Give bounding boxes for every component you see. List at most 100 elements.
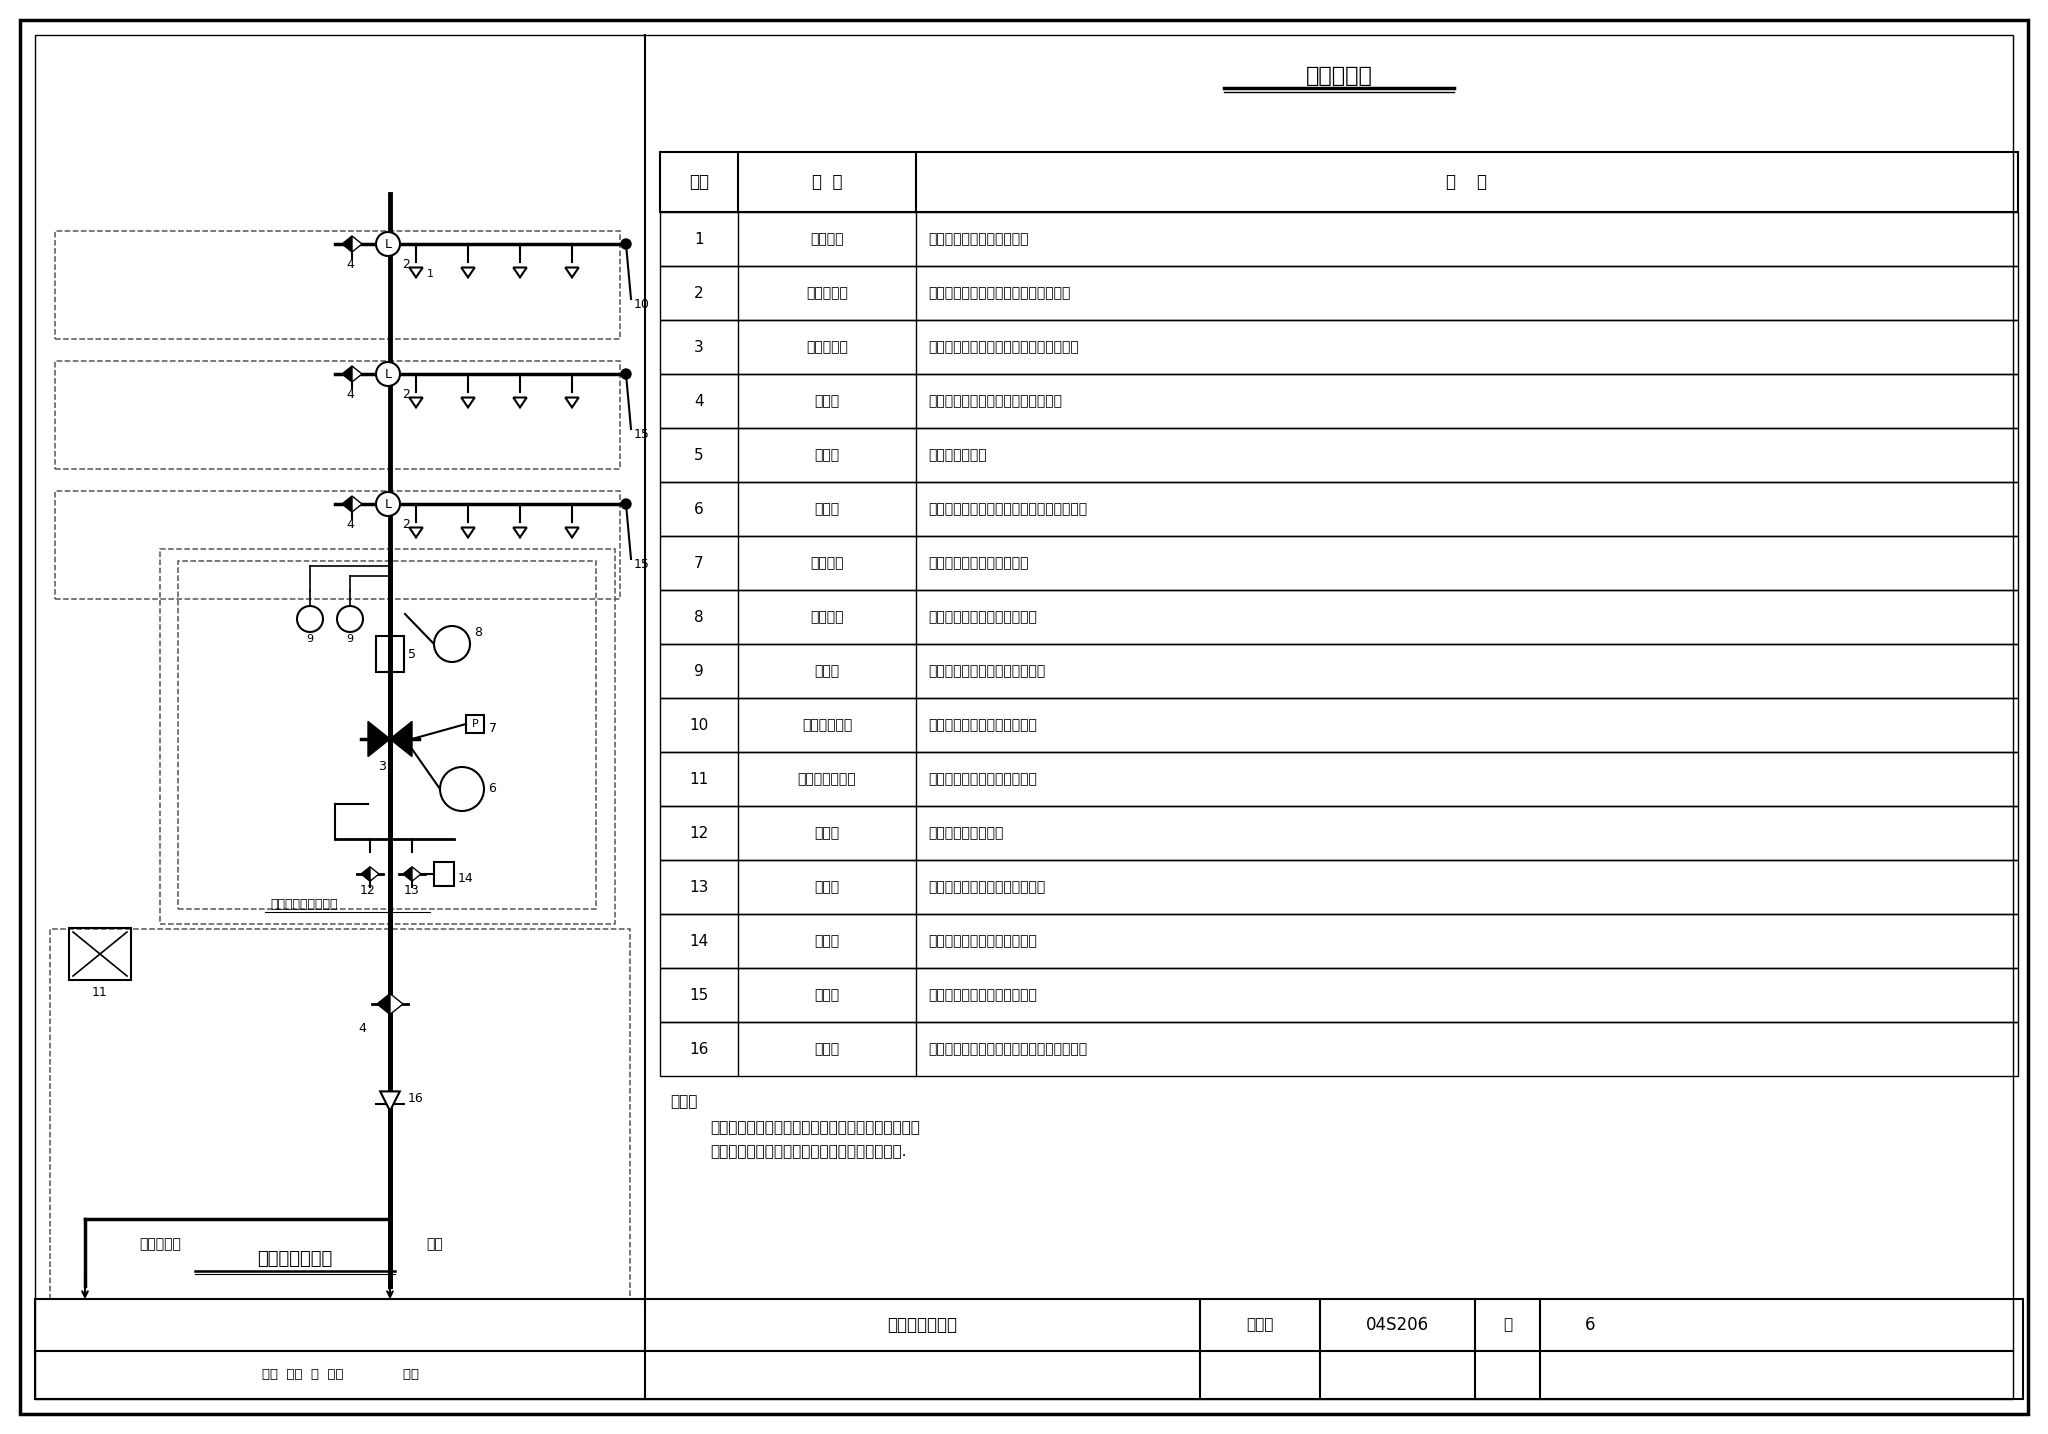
Polygon shape xyxy=(514,268,526,277)
Text: 2: 2 xyxy=(401,519,410,532)
Text: 4: 4 xyxy=(694,393,705,409)
Polygon shape xyxy=(410,397,422,407)
Text: 报警阀开启时，发出音响信号: 报警阀开启时，发出音响信号 xyxy=(928,609,1036,624)
Bar xyxy=(55,490,621,599)
Text: 3: 3 xyxy=(379,760,385,773)
Text: 泄水阀: 泄水阀 xyxy=(815,826,840,840)
Text: 说明：: 说明： xyxy=(670,1094,698,1110)
Text: 2: 2 xyxy=(401,258,410,271)
Text: 止回阀: 止回阀 xyxy=(815,1043,840,1055)
Polygon shape xyxy=(352,366,362,381)
Bar xyxy=(659,374,2017,427)
Text: 系统检修时排空放水: 系统检修时排空放水 xyxy=(928,826,1004,840)
Bar xyxy=(659,482,2017,536)
Bar xyxy=(467,716,483,733)
Polygon shape xyxy=(389,721,412,757)
Polygon shape xyxy=(461,397,475,407)
Polygon shape xyxy=(565,268,580,277)
Text: 与此有所不同，但应满足报警阀的基本功能要求.: 与此有所不同，但应满足报警阀的基本功能要求. xyxy=(711,1144,907,1160)
Text: 7: 7 xyxy=(694,555,705,571)
Polygon shape xyxy=(342,366,352,381)
Text: 11: 11 xyxy=(690,771,709,786)
Text: P: P xyxy=(471,718,479,728)
Text: 4: 4 xyxy=(346,389,354,402)
Text: 供水控制阀，阀门关闭时输出电信号: 供水控制阀，阀门关闭时输出电信号 xyxy=(928,394,1063,409)
Polygon shape xyxy=(565,528,580,538)
Text: 审核  乙仿  组  校对              设计: 审核 乙仿 组 校对 设计 xyxy=(262,1368,418,1381)
Circle shape xyxy=(297,607,324,632)
Bar xyxy=(659,1022,2017,1076)
Polygon shape xyxy=(360,866,371,882)
Bar xyxy=(35,1299,2023,1400)
Text: 试验报警阀功能及警铃报警功能: 试验报警阀功能及警铃报警功能 xyxy=(928,880,1044,893)
Text: 延迟报警时间，克服水压变化引起的误报警: 延迟报警时间，克服水压变化引起的误报警 xyxy=(928,502,1087,516)
Text: 12: 12 xyxy=(690,826,709,840)
Text: 信号阀: 信号阀 xyxy=(815,394,840,409)
Text: 火灾报警控制器: 火灾报警控制器 xyxy=(797,771,856,786)
Text: 9: 9 xyxy=(346,634,354,644)
Text: L: L xyxy=(385,367,391,380)
Polygon shape xyxy=(410,268,422,277)
Polygon shape xyxy=(461,528,475,538)
Text: 8: 8 xyxy=(473,625,481,638)
Bar xyxy=(659,536,2017,589)
Text: 试验阀: 试验阀 xyxy=(815,880,840,893)
Text: 湿式系统示意图: 湿式系统示意图 xyxy=(258,1250,332,1268)
Text: 4: 4 xyxy=(346,519,354,532)
Polygon shape xyxy=(369,721,389,757)
Text: 压力表: 压力表 xyxy=(815,664,840,678)
Text: 3: 3 xyxy=(694,340,705,354)
Text: 4: 4 xyxy=(358,1021,367,1034)
Text: 11: 11 xyxy=(92,985,109,998)
Text: 4: 4 xyxy=(346,258,354,271)
Circle shape xyxy=(440,767,483,812)
Text: 水力警铃: 水力警铃 xyxy=(811,609,844,624)
Circle shape xyxy=(377,232,399,257)
Polygon shape xyxy=(352,237,362,252)
Text: 编号: 编号 xyxy=(688,174,709,191)
Text: 报警阀开启时，发出电信号: 报警阀开启时，发出电信号 xyxy=(928,556,1028,569)
Bar xyxy=(377,637,403,673)
Text: 注：框内为报警阀组: 注：框内为报警阀组 xyxy=(270,898,338,911)
Text: L: L xyxy=(385,238,391,251)
Bar xyxy=(659,806,2017,860)
Text: 1: 1 xyxy=(694,231,705,247)
Polygon shape xyxy=(565,397,580,407)
Polygon shape xyxy=(381,1091,399,1111)
Polygon shape xyxy=(514,528,526,538)
Text: 2: 2 xyxy=(401,389,410,402)
Text: 8: 8 xyxy=(694,609,705,624)
Text: 分别显示报警阀上、下游的水压: 分别显示报警阀上、下游的水压 xyxy=(928,664,1044,678)
Text: 湿式系统示意图: 湿式系统示意图 xyxy=(887,1316,958,1334)
Text: 延迟器: 延迟器 xyxy=(815,502,840,516)
Bar xyxy=(49,929,631,1299)
Text: 末端试水装置: 末端试水装置 xyxy=(803,718,852,731)
Text: 15: 15 xyxy=(690,988,709,1002)
Text: 13: 13 xyxy=(403,885,420,898)
Bar xyxy=(55,231,621,338)
Bar xyxy=(659,698,2017,751)
Text: 5: 5 xyxy=(408,648,416,661)
Polygon shape xyxy=(377,994,389,1014)
Text: 压力开关: 压力开关 xyxy=(811,556,844,569)
Text: 本图为湿式报警阀组的标准配置，各厂家的产品可能: 本图为湿式报警阀组的标准配置，各厂家的产品可能 xyxy=(711,1120,920,1136)
Bar xyxy=(659,427,2017,482)
Text: 接消防供水: 接消防供水 xyxy=(139,1238,180,1250)
Text: 过滤水中的杂质: 过滤水中的杂质 xyxy=(928,447,987,462)
Text: 蓄水: 蓄水 xyxy=(426,1238,442,1250)
Text: 水流动时，输出电信号，指示火灾区域: 水流动时，输出电信号，指示火灾区域 xyxy=(928,285,1071,300)
Text: 7: 7 xyxy=(489,723,498,736)
Circle shape xyxy=(338,607,362,632)
Text: 13: 13 xyxy=(690,879,709,895)
Text: 用    途: 用 途 xyxy=(1446,174,1487,191)
Text: 试水阀: 试水阀 xyxy=(815,988,840,1002)
Text: 14: 14 xyxy=(459,872,473,886)
Text: 图集号: 图集号 xyxy=(1247,1318,1274,1332)
Text: 15: 15 xyxy=(635,427,649,440)
Circle shape xyxy=(434,627,469,663)
Text: 系统控制阀，开启时可输出报警水流信号: 系统控制阀，开启时可输出报警水流信号 xyxy=(928,340,1079,354)
Bar xyxy=(659,751,2017,806)
Bar xyxy=(434,862,455,886)
Text: 10: 10 xyxy=(690,717,709,733)
Bar xyxy=(659,265,2017,320)
